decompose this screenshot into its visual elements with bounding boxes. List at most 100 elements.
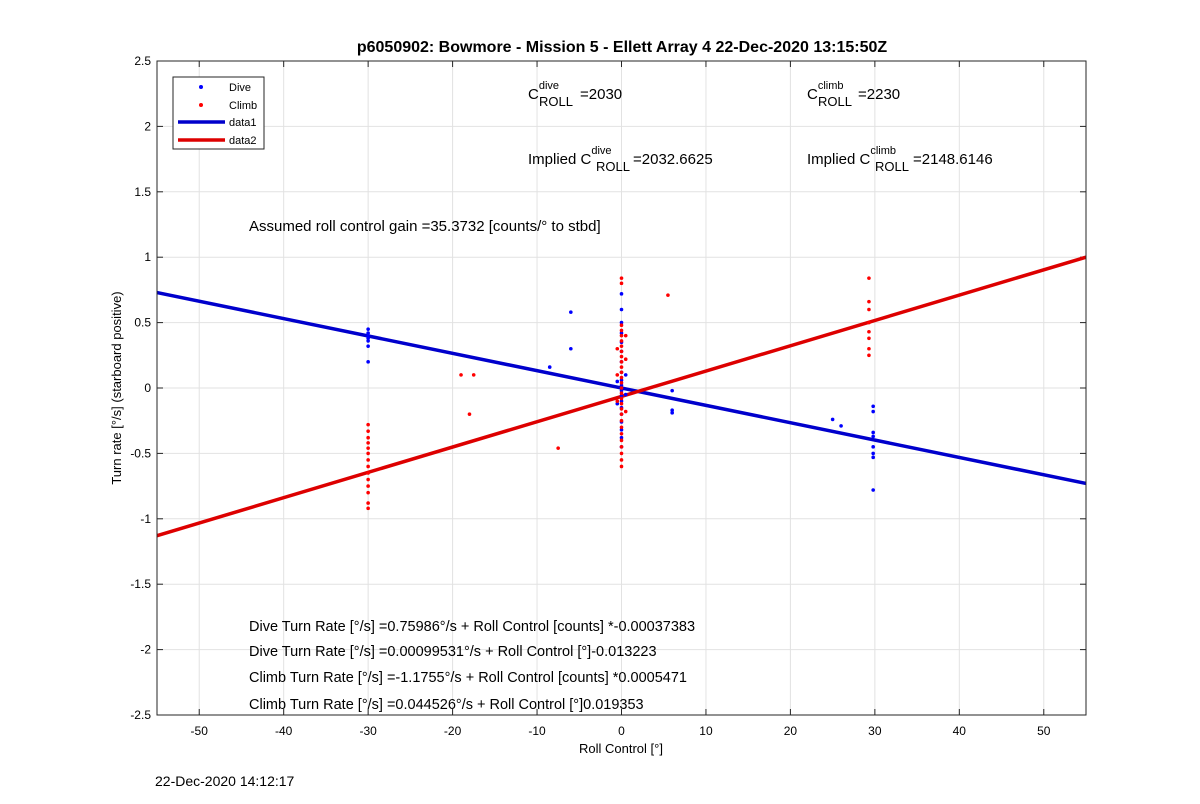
climb-data-point [619,365,624,369]
dive-data-point [670,408,674,413]
dive-data-point [569,346,573,351]
climb-data-point [623,409,628,414]
x-tick-label: 20 [784,724,798,738]
climb-data-point [619,386,624,390]
climb-data-point [619,323,624,328]
dive-data-point [670,411,674,415]
climb-data-point [366,477,370,482]
climb-data-point [366,490,370,495]
climb-data-point [619,354,624,359]
dive-data-point [615,379,620,384]
climb-data-point [619,380,624,385]
climb-data-point [619,276,624,280]
dive-data-point [366,331,370,335]
equation-climb-counts: Climb Turn Rate [°/s] =-1.1755°/s + Roll… [249,670,687,686]
legend-data2-label: data2 [229,135,257,147]
c-dive-annotation: Cdive ROLL =2030 [528,80,622,109]
climb-data-point [867,346,871,351]
equation-dive-degrees: Dive Turn Rate [°/s] =0.00099531°/s + Ro… [249,644,657,660]
climb-data-point [619,339,624,343]
equation-dive-counts: Dive Turn Rate [°/s] =0.75986°/s + Roll … [249,619,695,635]
dive-data-point [623,392,628,397]
dive-data-point [839,424,843,428]
y-tick-label: 2.5 [134,54,151,68]
y-tick-label: -1.5 [130,577,151,591]
climb-data-point [619,396,624,401]
climb-data-point [366,429,370,433]
x-tick-label: 30 [868,724,882,738]
legend-box [172,76,265,150]
climb-data-point [619,445,624,449]
x-axis-label: Roll Control [°] [579,741,663,756]
dive-data-point [619,428,624,432]
dive-data-point [830,417,835,422]
print-timestamp: 22-Dec-2020 14:12:17 [155,773,295,789]
climb-data-point [619,412,624,416]
dive-data-point [619,378,624,382]
climb-data-point [619,370,624,375]
implied-climb-annotation: Implied Cclimb ROLL =2148.6146 [807,145,993,174]
legend-data1-label: data1 [229,117,257,129]
climb-data-point [619,344,624,348]
dive-data-point [615,401,620,406]
climb-data-point [366,484,370,488]
x-tick-label: -10 [528,724,546,738]
dive-data-point [871,451,875,456]
legend-dive-marker [199,85,203,89]
y-tick-label: -2 [140,643,151,657]
dive-data-point [569,310,573,314]
climb-data-point [459,373,463,377]
climb-data-point [867,329,871,334]
y-tick-label: -1 [140,512,151,526]
dive-data-point [366,344,370,348]
climb-data-point [619,281,624,286]
climb-data-point [666,293,670,297]
chart-title: p6050902: Bowmore - Mission 5 - Ellett A… [357,39,888,56]
dive-data-point [619,435,624,440]
climb-data-point [366,446,370,450]
dive-data-point [619,388,624,393]
y-tick-label: 0 [144,381,151,395]
climb-data-point [867,353,871,358]
climb-data-point [619,438,624,443]
dive-data-point [619,307,624,312]
climb-data-point [556,446,560,450]
y-tick-label: 0.5 [134,316,151,330]
dive-data-point [619,394,624,398]
y-tick-label: 1 [144,250,151,264]
x-tick-label: -50 [191,724,209,738]
dive-data-point [871,430,875,435]
climb-data-point [619,451,624,456]
climb-data-point [366,464,370,469]
legend-climb-label: Climb [229,100,257,112]
dive-data-point [871,409,875,414]
climb-data-point [619,333,624,338]
legend-climb-marker [199,103,203,107]
dive-data-point [619,399,624,403]
dive-data-point [366,360,370,364]
climb-data-point [619,349,624,354]
dive-data-point [366,327,370,331]
dive-data-point [871,445,875,449]
climb-data-point [867,320,871,325]
axis-ticks: -50 -40 -30 -20 -10 0 10 20 30 40 50-2.5-2-1.5-1-0… [130,54,1086,738]
climb-data-point [615,346,620,351]
climb-data-point [867,336,871,341]
climb-data-point [615,399,620,403]
x-tick-label: -40 [275,724,293,738]
dive-data-point [547,365,552,369]
climb-data-point [619,407,624,411]
climb-data-point [366,506,370,511]
climb-data-point [366,422,370,427]
climb-data-point [619,431,624,436]
x-tick-label: -20 [444,724,462,738]
climb-data-point [615,373,620,377]
climb-data-point [619,458,624,462]
y-axis-label: Turn rate [°/s] (starboard positive) [109,291,124,484]
climb-data-point [619,425,624,430]
series-layer [156,255,1087,538]
y-tick-label: -0.5 [130,446,151,460]
dive-data-point [619,331,624,335]
y-tick-label: 2 [144,119,151,133]
legend: Dive Climb data1 data2 [172,76,265,150]
